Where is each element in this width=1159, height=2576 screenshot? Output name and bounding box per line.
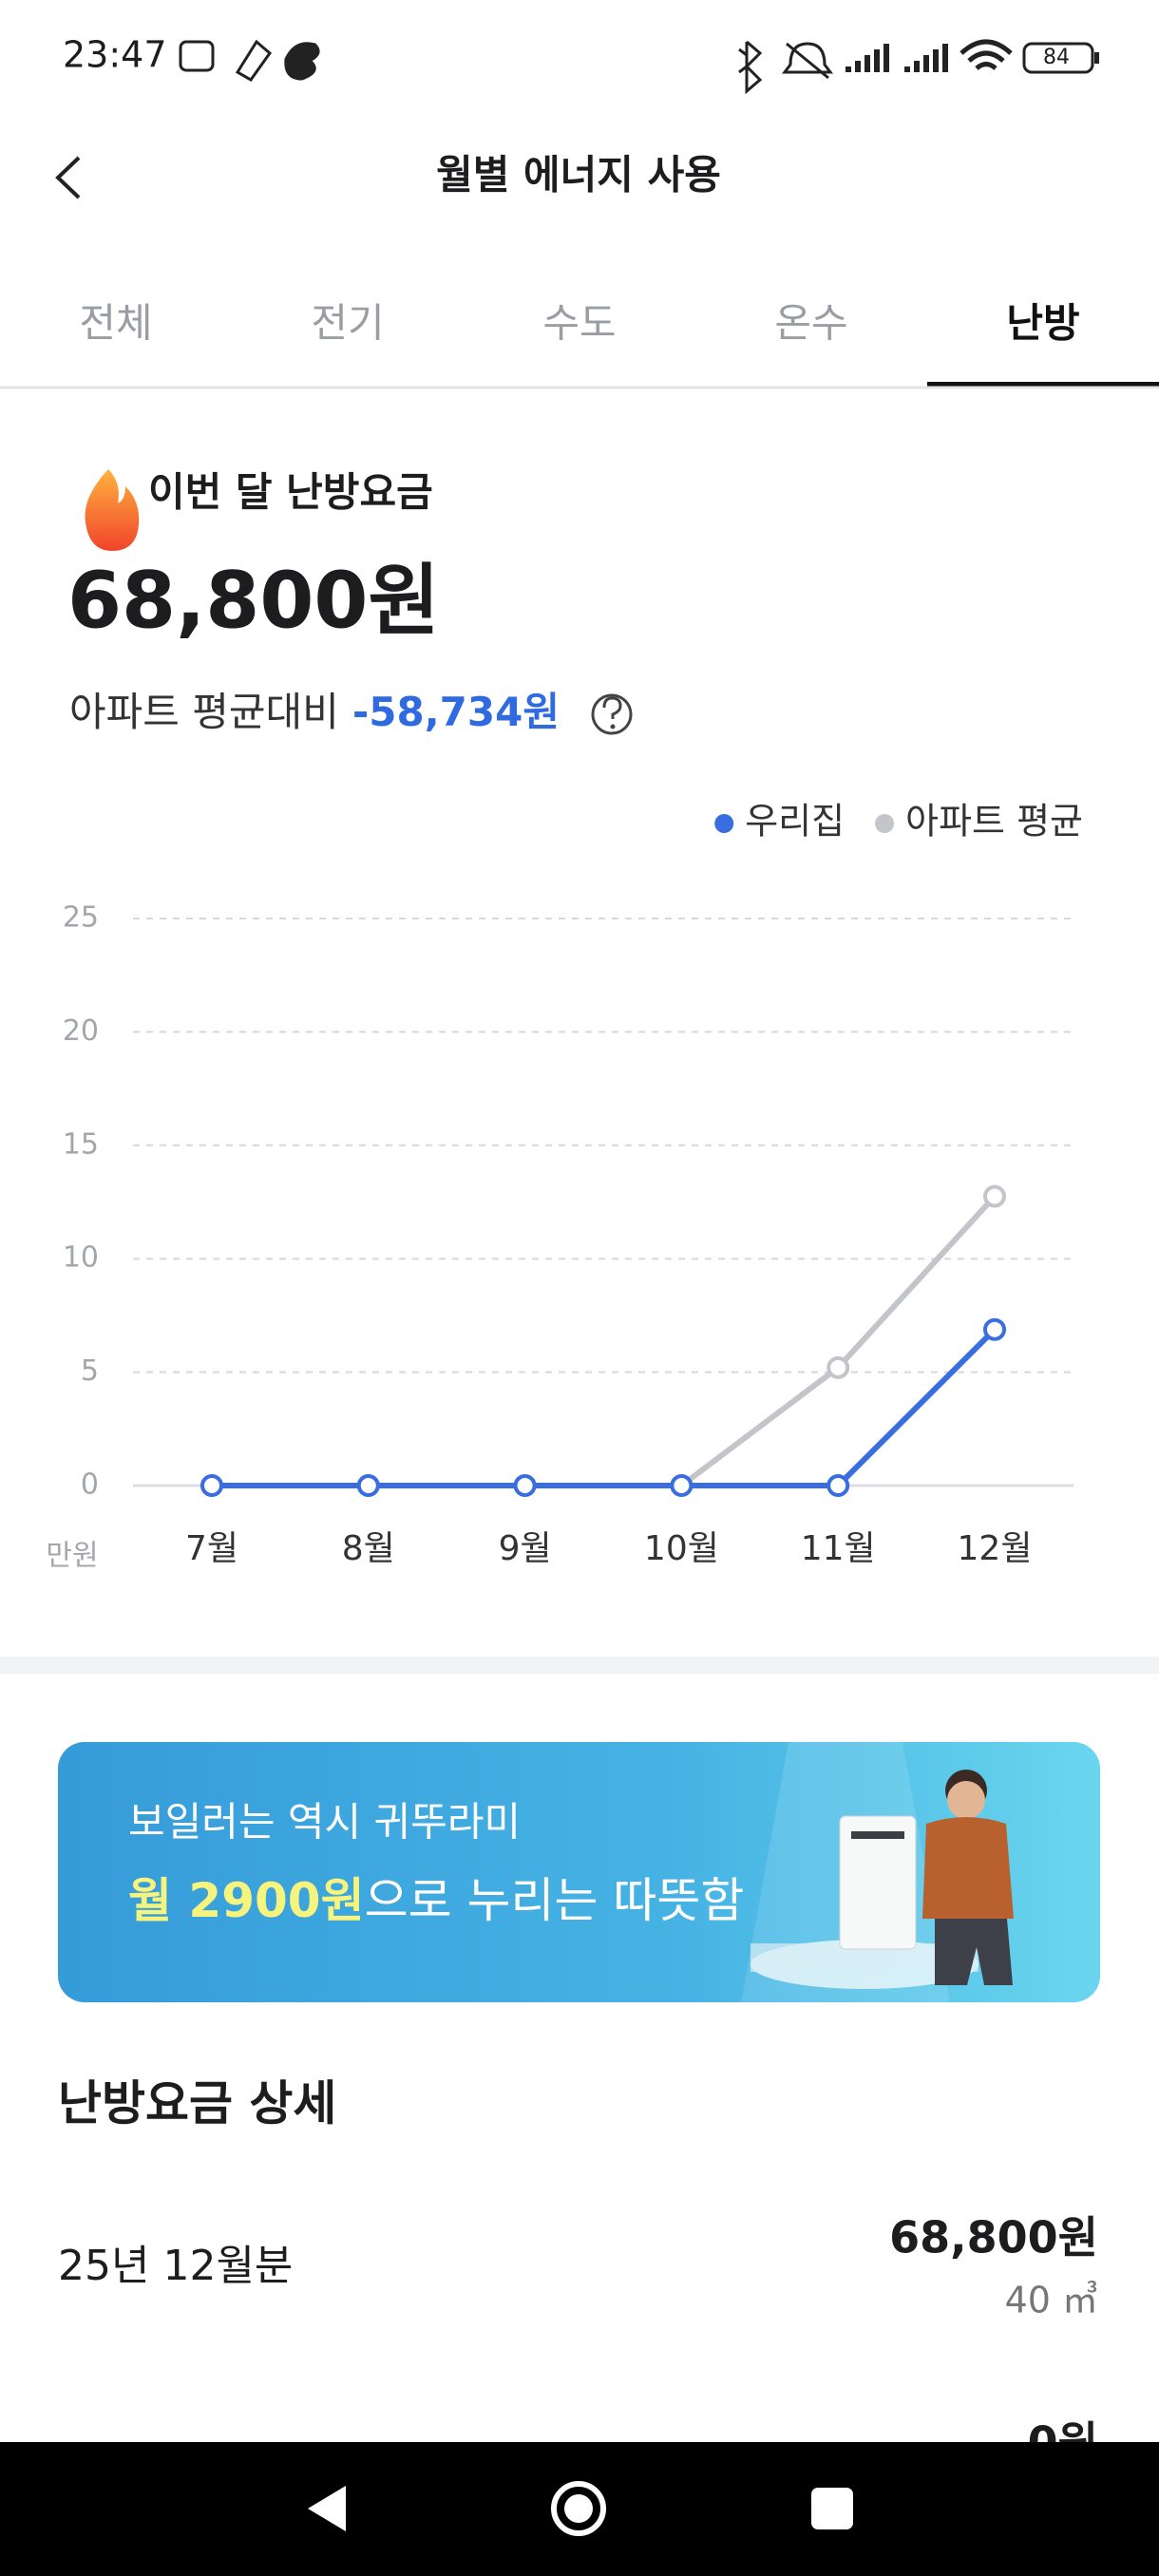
x-tick-label: 8월 <box>342 1529 395 1568</box>
y-unit: 만원 <box>46 1540 98 1573</box>
compare-value: -58,734원 <box>352 689 560 735</box>
compare-text: 아파트 평균대비 -58,734원 <box>69 689 560 735</box>
data-point <box>200 1474 223 1497</box>
data-point <box>356 1474 380 1497</box>
data-point <box>826 1355 850 1379</box>
x-tick-label: 9월 <box>499 1529 552 1568</box>
y-tick-label: 15 <box>63 1127 99 1161</box>
data-point <box>983 1184 1006 1208</box>
banner-highlight: 월 2900원 <box>128 1873 365 1928</box>
ad-banner[interactable] <box>58 1742 1100 2002</box>
header-title: 월별 에너지 사용 <box>436 152 721 199</box>
detail-amount: 68,800원 <box>889 2212 1098 2263</box>
nav-back[interactable] <box>308 2486 346 2531</box>
x-tick-label: 12월 <box>958 1529 1033 1568</box>
tab[interactable]: 온수 <box>774 300 847 347</box>
y-tick-label: 10 <box>63 1241 99 1275</box>
nav-home[interactable] <box>551 2481 606 2536</box>
details-title: 난방요금 상세 <box>58 2076 336 2131</box>
tab-indicator <box>927 382 1159 388</box>
x-tick-label: 7월 <box>185 1529 238 1568</box>
y-tick-label: 20 <box>63 1014 99 1048</box>
data-point <box>670 1474 694 1497</box>
back-button[interactable] <box>55 156 81 199</box>
legend-swatch <box>714 814 734 833</box>
data-point <box>513 1474 537 1497</box>
detail-period: 25년 12월분 <box>58 2242 293 2290</box>
legend-swatch <box>875 814 895 833</box>
x-tick-label: 11월 <box>801 1529 876 1568</box>
legend-label: 아파트 평균 <box>905 801 1083 843</box>
line-chart: 0 5 10 15 20 25 만원 7월 8월 9월 10월 11월 12월 <box>46 901 1074 1573</box>
help-icon[interactable] <box>591 693 633 735</box>
x-tick-label: 10월 <box>644 1529 719 1568</box>
tab[interactable]: 전기 <box>311 300 384 347</box>
y-tick-label: 25 <box>63 901 99 935</box>
tab[interactable]: 전체 <box>79 300 152 347</box>
data-point <box>983 1317 1006 1341</box>
series-line <box>212 1194 998 1488</box>
legend: 아파트 평균 우리집 <box>714 801 1083 843</box>
data-point <box>826 1474 850 1497</box>
tab[interactable]: 수도 <box>542 300 616 347</box>
banner-line2: 월 2900원으로 누리는 따뜻함 <box>128 1873 744 1928</box>
status-icons <box>179 39 1099 95</box>
detail-usage: 40 ㎥ <box>1005 2280 1098 2321</box>
tab[interactable]: 난방 <box>1006 300 1079 347</box>
banner-rest: 으로 누리는 따뜻함 <box>365 1873 745 1928</box>
flame-icon <box>85 469 140 551</box>
legend-label: 우리집 <box>745 801 845 843</box>
summary-amount: 68,800원 <box>67 556 440 646</box>
series-line <box>212 1327 998 1488</box>
banner-line1: 보일러는 역시 귀뚜라미 <box>128 1799 521 1846</box>
battery-level: 84 <box>1043 46 1070 69</box>
nav-recents[interactable] <box>811 2488 853 2529</box>
summary-label: 이번 달 난방요금 <box>148 469 433 516</box>
y-tick-label: 0 <box>81 1468 99 1502</box>
tab-bar: 전체 전기 수도 온수 난방 <box>79 300 1159 388</box>
compare-label: 아파트 평균대비 <box>69 689 339 735</box>
y-tick-label: 5 <box>81 1354 99 1388</box>
status-time: 23:47 <box>63 34 167 76</box>
section-separator <box>0 1657 1159 1674</box>
